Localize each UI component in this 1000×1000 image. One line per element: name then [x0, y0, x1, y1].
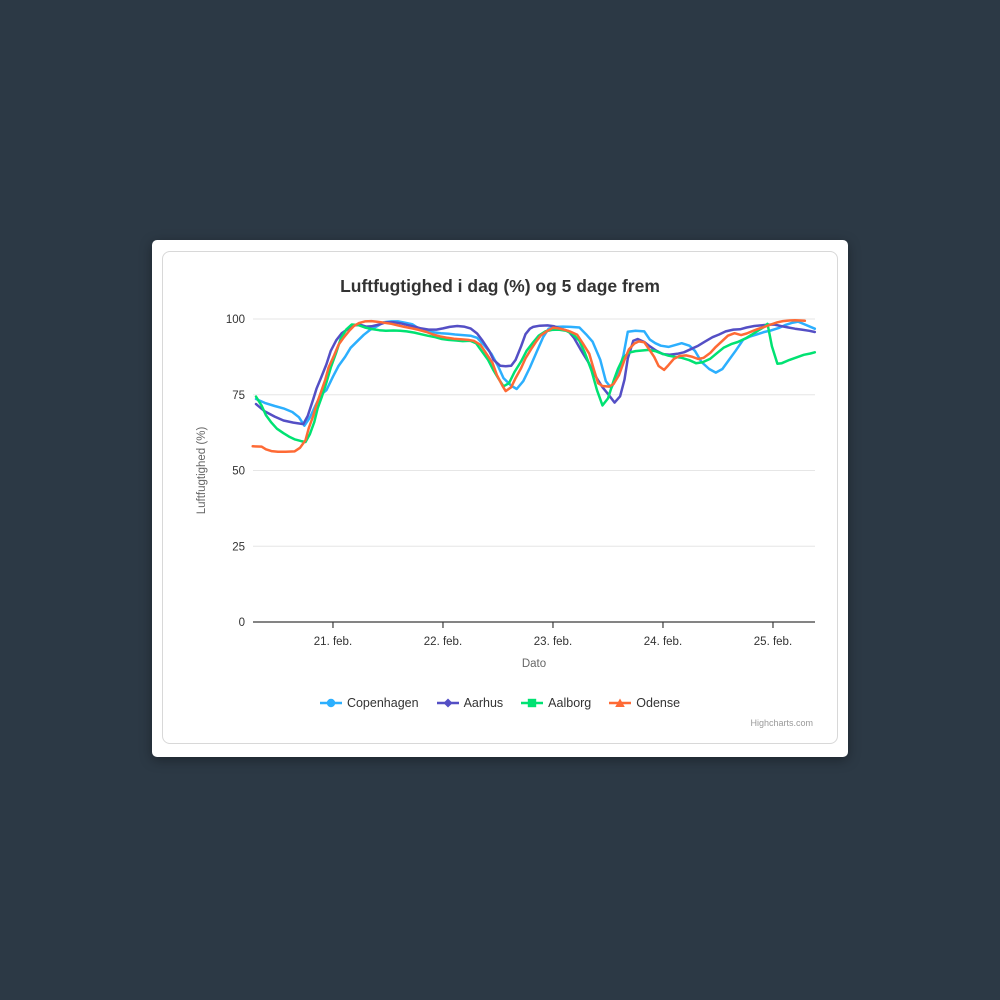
series-line-odense[interactable] — [251, 318, 807, 453]
legend-label: Odense — [636, 696, 681, 710]
x-tick-label: 23. feb. — [534, 636, 572, 648]
circle-marker-icon — [319, 698, 342, 708]
y-tick-label-0: 0 — [239, 617, 245, 629]
y-axis-title: Luftfugtighed (%) — [196, 427, 208, 515]
legend-label: Aalborg — [548, 696, 592, 710]
legend: Copenhagen Aarhus Aalborg Odense — [163, 696, 837, 710]
highcharts-credits-link[interactable]: Highcharts.com — [750, 718, 813, 728]
x-tick-label: 25. feb. — [754, 636, 792, 648]
series-line-copenhagen[interactable] — [254, 320, 817, 427]
y-tick-label-100: 100 — [226, 314, 245, 326]
chart-title: Luftfugtighed i dag (%) og 5 dage frem — [340, 276, 660, 296]
highcharts-container: Luftfugtighed i dag (%) og 5 dage frem 0… — [162, 251, 838, 744]
x-tick-label: 22. feb. — [424, 636, 462, 648]
series-line-aarhus[interactable] — [254, 321, 817, 426]
legend-item-copenhagen[interactable]: Copenhagen — [319, 696, 419, 710]
y-tick-label-50: 50 — [232, 466, 245, 478]
triangle-marker-icon — [609, 698, 632, 707]
x-tick-label: 21. feb. — [314, 636, 352, 648]
legend-item-aalborg[interactable]: Aalborg — [521, 696, 591, 710]
chart-card: Luftfugtighed i dag (%) og 5 dage frem 0… — [152, 240, 848, 757]
x-tick-label: 24. feb. — [644, 636, 682, 648]
y-tick-label-25: 25 — [232, 541, 245, 553]
series-line-aalborg[interactable] — [254, 322, 817, 444]
x-axis-title: Dato — [522, 658, 546, 670]
plot-area[interactable]: 0 25 50 75 100 21. feb. 22. feb. 23. feb. 24. fe… — [163, 252, 837, 743]
legend-item-odense[interactable]: Odense — [609, 696, 680, 710]
legend-label: Aarhus — [463, 696, 504, 710]
legend-item-aarhus[interactable]: Aarhus — [436, 696, 504, 710]
square-marker-icon — [521, 698, 544, 708]
y-tick-label-75: 75 — [232, 390, 245, 402]
legend-label: Copenhagen — [346, 696, 419, 710]
diamond-marker-icon — [436, 698, 459, 708]
